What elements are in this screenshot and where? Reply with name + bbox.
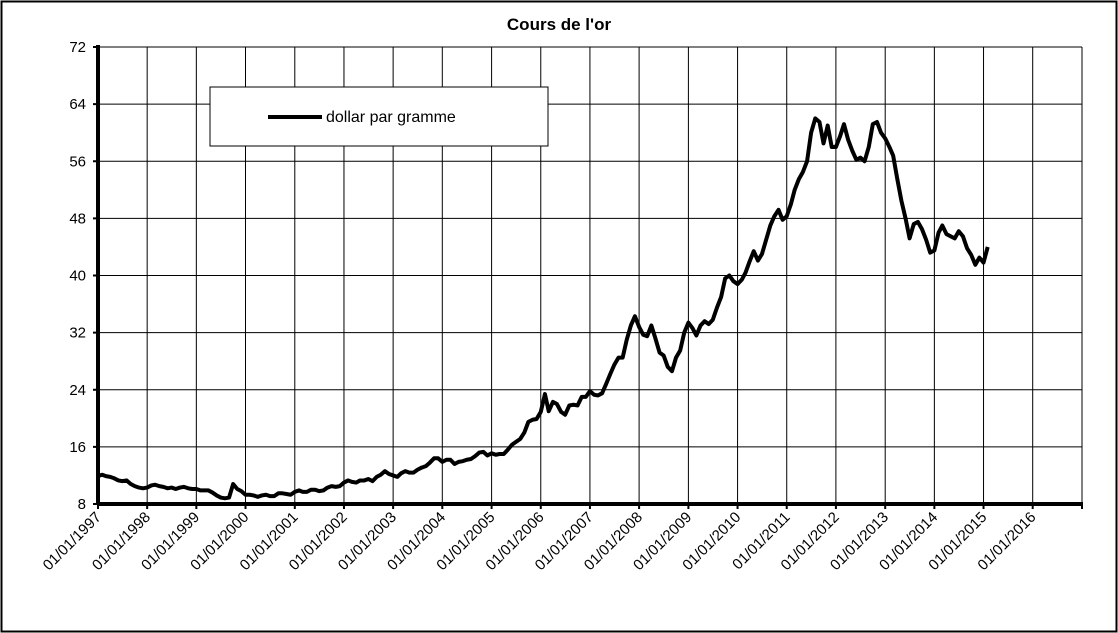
chart-title: Cours de l'or [507, 15, 612, 34]
y-tick-label: 8 [78, 496, 86, 513]
y-tick-label: 16 [69, 439, 86, 456]
legend-label: dollar par gramme [326, 109, 456, 126]
y-tick-label: 24 [69, 382, 86, 399]
legend-box [209, 86, 549, 147]
y-tick-label: 72 [69, 39, 86, 56]
y-tick-label: 56 [69, 153, 86, 170]
plot [97, 116, 990, 501]
y-tick-label: 40 [69, 268, 86, 285]
y-tick-label: 32 [69, 325, 86, 342]
legend: dollar par gramme [209, 86, 549, 147]
y-tick-label: 64 [69, 96, 86, 113]
y-tick-label: 48 [69, 210, 86, 227]
data-line [97, 116, 990, 501]
